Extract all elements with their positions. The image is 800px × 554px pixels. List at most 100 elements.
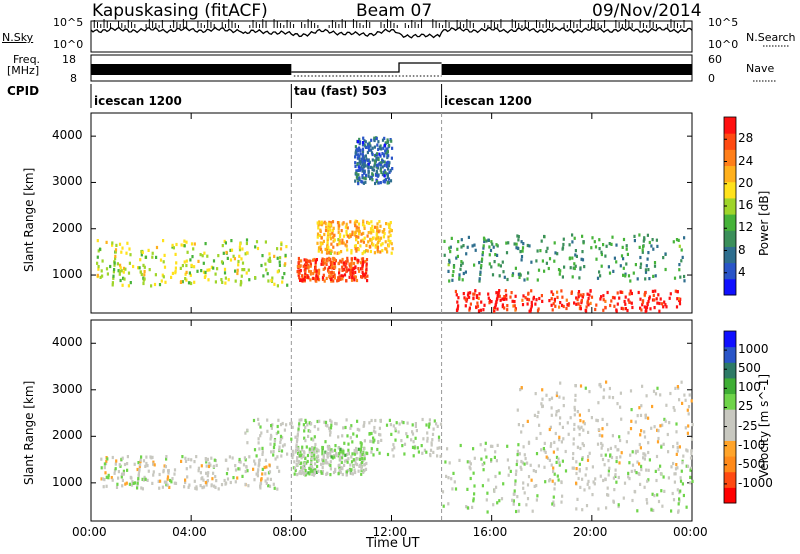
- rti-cell: [602, 298, 605, 302]
- rti-cell: [383, 228, 386, 232]
- rti-cell: [555, 393, 558, 398]
- rti-cell: [363, 163, 366, 167]
- rti-cell: [657, 499, 661, 504]
- rti-cell: [444, 460, 447, 464]
- rti-cell: [518, 502, 521, 507]
- rti-cell: [411, 432, 415, 436]
- colorbar-segment: [724, 331, 736, 348]
- rti-cell: [165, 457, 168, 461]
- rti-cell: [365, 258, 369, 262]
- rti-cell: [347, 448, 350, 452]
- rti-cell: [367, 170, 370, 174]
- rti-cell: [317, 454, 320, 458]
- rti-cell: [343, 273, 347, 277]
- rti-cell: [341, 238, 344, 242]
- rti-cell: [370, 220, 373, 224]
- rti-cell: [328, 225, 331, 229]
- rti-cell: [334, 444, 337, 448]
- rti-cell: [276, 465, 279, 469]
- rti-cell: [571, 275, 574, 279]
- rti-cell: [264, 458, 267, 462]
- rti-cell: [655, 454, 659, 459]
- rti-cell: [680, 248, 683, 252]
- rti-cell: [614, 445, 617, 449]
- power-colorbar-label: Power [dB]: [757, 190, 771, 256]
- rti-cell: [217, 487, 220, 491]
- rti-cell: [103, 478, 106, 482]
- rti-cell: [309, 429, 312, 433]
- rti-cell: [200, 269, 203, 273]
- rti-cell: [362, 458, 365, 462]
- rti-cell: [585, 467, 588, 471]
- rti-cell: [362, 274, 365, 278]
- rti-cell: [333, 261, 336, 266]
- rti-cell: [371, 228, 374, 232]
- rti-cell: [279, 440, 282, 445]
- rti-cell: [390, 139, 393, 143]
- rti-cell: [278, 445, 281, 449]
- rti-cell: [294, 435, 297, 439]
- rti-cell: [369, 227, 373, 231]
- rti-cell: [212, 266, 215, 270]
- rti-cell: [149, 455, 152, 459]
- rti-cell: [376, 228, 379, 232]
- rti-cell: [380, 243, 383, 247]
- rti-cell: [373, 425, 376, 430]
- rti-cell: [278, 260, 281, 264]
- rti-cell: [644, 268, 647, 272]
- rti-cell: [329, 228, 332, 232]
- rti-cell: [589, 301, 592, 305]
- rti-cell: [317, 427, 320, 431]
- rti-cell: [639, 255, 642, 260]
- rti-cell: [166, 475, 170, 479]
- rti-cell: [366, 274, 369, 278]
- rti-cell: [521, 461, 524, 465]
- rti-cell: [141, 477, 144, 481]
- rti-cell: [657, 467, 660, 471]
- rti-cell: [315, 450, 318, 454]
- rti-cell: [343, 463, 346, 467]
- rti-cell: [183, 239, 186, 243]
- rti-cell: [640, 308, 643, 312]
- rti-cell: [324, 440, 327, 444]
- rti-cell: [273, 254, 276, 258]
- rti-cell: [271, 423, 274, 427]
- rti-cell: [535, 298, 538, 302]
- rti-cell: [259, 425, 262, 429]
- rti-cell: [687, 405, 691, 409]
- rti-cell: [483, 237, 486, 241]
- rti-cell: [652, 274, 655, 278]
- rti-cell: [337, 238, 340, 242]
- rti-cell: [604, 453, 607, 457]
- rti-cell: [327, 447, 330, 451]
- rti-cell: [228, 455, 231, 459]
- rti-cell: [199, 471, 202, 475]
- rti-cell: [477, 309, 481, 313]
- rti-cell: [382, 179, 385, 184]
- rti-cell: [151, 251, 154, 255]
- rti-cell: [294, 468, 297, 473]
- rti-cell: [223, 478, 226, 483]
- rti-cell: [299, 278, 302, 282]
- rti-cell: [513, 300, 516, 304]
- rti-cell: [520, 430, 523, 434]
- rti-cell: [574, 393, 577, 397]
- rti-cell: [599, 474, 602, 478]
- rti-cell: [595, 257, 598, 261]
- rti-cell: [299, 450, 302, 454]
- rti-cell: [582, 443, 585, 448]
- rti-cell: [302, 264, 305, 268]
- rti-cell: [358, 457, 361, 461]
- rti-cell: [656, 386, 659, 390]
- rti-cell: [626, 308, 629, 313]
- rti-cell: [635, 471, 638, 475]
- rti-cell: [599, 385, 602, 389]
- rti-cell: [119, 278, 122, 283]
- rti-cell: [481, 250, 484, 255]
- rti-cell: [511, 273, 514, 278]
- rti-cell: [296, 456, 299, 460]
- rti-cell: [377, 230, 380, 234]
- rti-cell: [474, 289, 477, 293]
- rti-cell: [654, 392, 658, 396]
- rti-cell: [394, 429, 397, 433]
